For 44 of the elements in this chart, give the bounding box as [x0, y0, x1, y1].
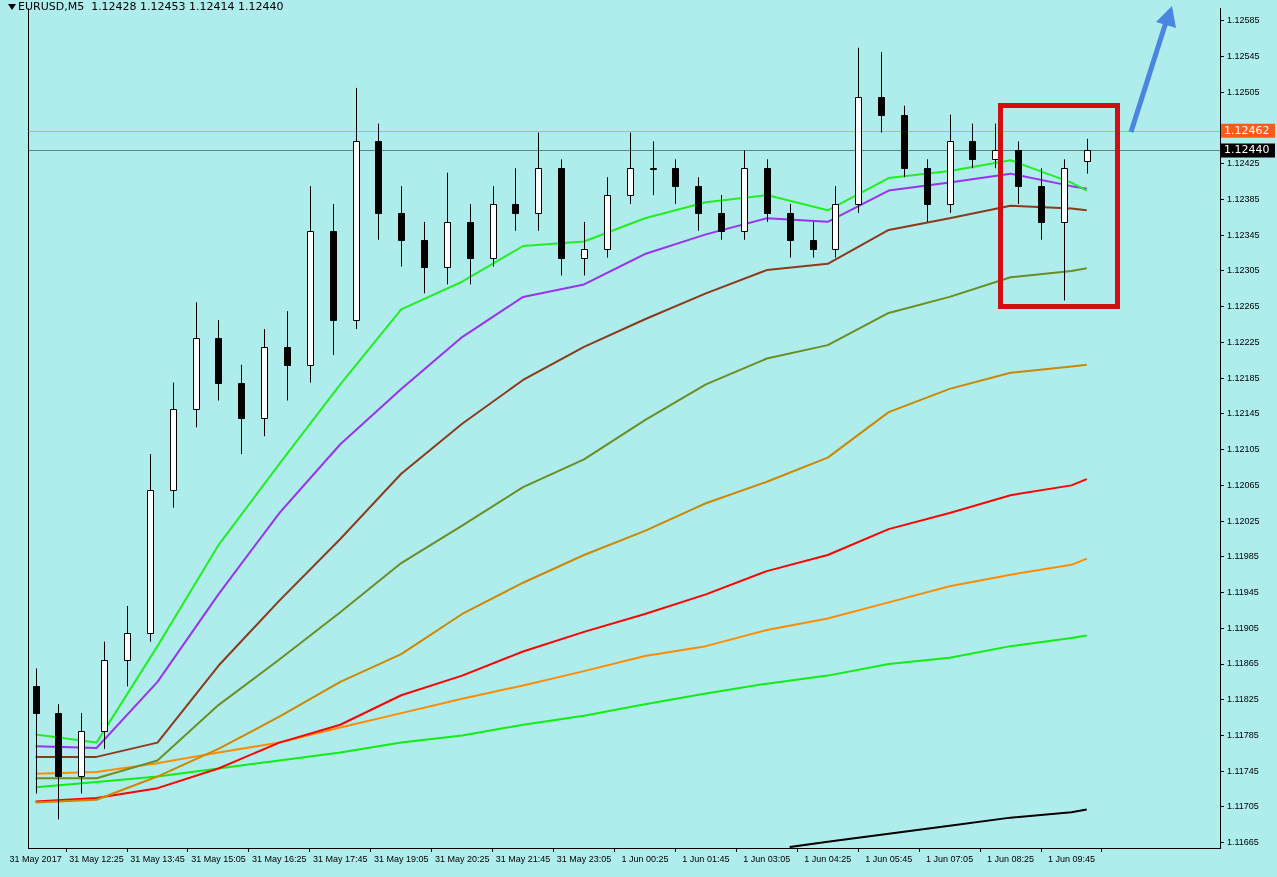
x-tick-label: 31 May 2017 [9, 853, 62, 864]
y-tick-label: 1.11665 [1227, 837, 1259, 848]
y-tick-label: 1.11985 [1227, 551, 1259, 562]
y-tick-label: 1.12225 [1227, 336, 1260, 347]
ref-line-label: 1.12462 [1224, 123, 1270, 137]
y-tick-label: 1.11825 [1227, 694, 1259, 705]
y-tick-label: 1.11945 [1227, 587, 1259, 598]
chart-title: EURUSD,M5 1.12428 1.12453 1.12414 1.12440 [18, 0, 284, 13]
y-tick-label: 1.12105 [1227, 444, 1260, 455]
y-tick-label: 1.12265 [1227, 301, 1260, 312]
x-tick-label: 1 Jun 08:25 [987, 853, 1035, 864]
y-tick-label: 1.11705 [1227, 801, 1259, 812]
y-tick-label: 1.12585 [1227, 15, 1260, 26]
y-tick-label: 1.12505 [1227, 86, 1260, 97]
y-tick-label: 1.12145 [1227, 408, 1260, 419]
x-tick-label: 1 Jun 00:25 [621, 853, 669, 864]
y-tick-label: 1.12305 [1227, 265, 1260, 276]
x-tick-label: 31 May 21:45 [495, 853, 551, 864]
y-tick-label: 1.11905 [1227, 622, 1259, 633]
ref-line-label: 1.12440 [1224, 143, 1270, 157]
x-tick-label: 31 May 15:05 [191, 853, 246, 864]
y-tick-label: 1.12425 [1227, 158, 1260, 169]
x-tick-label: 1 Jun 01:45 [682, 853, 730, 864]
y-tick-label: 1.11745 [1227, 765, 1259, 776]
x-tick-label: 31 May 17:45 [313, 853, 368, 864]
x-tick-label: 31 May 19:05 [373, 853, 429, 864]
y-tick-label: 1.12345 [1227, 229, 1260, 240]
x-tick-label: 31 May 16:25 [252, 853, 307, 864]
y-tick-label: 1.12385 [1227, 194, 1260, 205]
x-tick-label: 31 May 13:45 [130, 853, 185, 864]
x-tick-label: 1 Jun 03:05 [743, 853, 791, 864]
x-tick-label: 1 Jun 09:45 [1047, 853, 1095, 864]
y-tick-label: 1.11785 [1227, 729, 1259, 740]
x-tick-label: 31 May 23:05 [556, 853, 612, 864]
x-tick-label: 31 May 12:25 [69, 853, 124, 864]
x-tick-label: 1 Jun 05:45 [865, 853, 913, 864]
y-tick-label: 1.12185 [1227, 372, 1260, 383]
x-tick-label: 31 May 20:25 [434, 853, 490, 864]
y-tick-label: 1.12025 [1227, 515, 1260, 526]
x-tick-label: 1 Jun 04:25 [804, 853, 852, 864]
y-tick-label: 1.11865 [1227, 658, 1259, 669]
y-tick-label: 1.12065 [1227, 479, 1260, 490]
x-tick-label: 1 Jun 07:05 [926, 853, 974, 864]
y-tick-label: 1.12545 [1227, 51, 1260, 62]
